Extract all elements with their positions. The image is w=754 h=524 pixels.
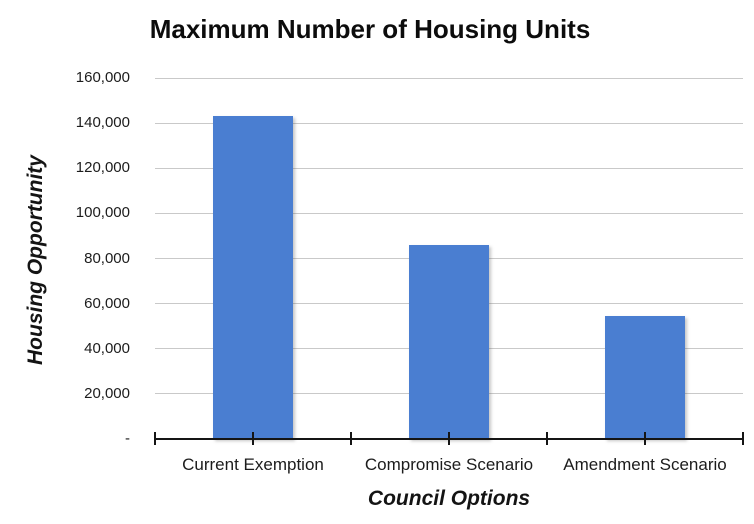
gridline <box>155 77 743 79</box>
axis-tick <box>644 432 646 445</box>
y-tick-label: 140,000 <box>75 114 130 132</box>
y-tick-label: 40,000 <box>84 339 130 357</box>
y-tick-label: 100,000 <box>75 204 130 222</box>
axis-tick <box>154 432 156 445</box>
bar-compromise-scenario <box>409 244 489 439</box>
bar-amendment-scenario <box>605 316 685 439</box>
axis-tick <box>546 432 548 445</box>
axis-tick <box>448 432 450 445</box>
x-axis-title: Council Options <box>367 487 531 510</box>
x-category-label: Amendment Scenario <box>563 455 727 474</box>
y-tick-label: 20,000 <box>84 384 130 402</box>
bar-current-exemption <box>213 116 293 439</box>
y-tick-label: 160,000 <box>75 69 130 86</box>
gridline <box>155 212 743 214</box>
y-tick-label: - <box>125 430 130 447</box>
chart-title: Maximum Number of Housing Units <box>149 14 591 44</box>
axis-tick <box>350 432 352 445</box>
gridline <box>155 122 743 124</box>
x-category-label: Compromise Scenario <box>364 455 534 474</box>
y-tick-label: 80,000 <box>84 249 130 267</box>
gridline <box>155 167 743 169</box>
y-tick-label: 120,000 <box>75 159 130 177</box>
axis-tick <box>742 432 744 445</box>
axis-tick <box>252 432 254 445</box>
y-tick-label: 60,000 <box>84 294 130 312</box>
x-category-label: Current Exemption <box>182 455 324 474</box>
